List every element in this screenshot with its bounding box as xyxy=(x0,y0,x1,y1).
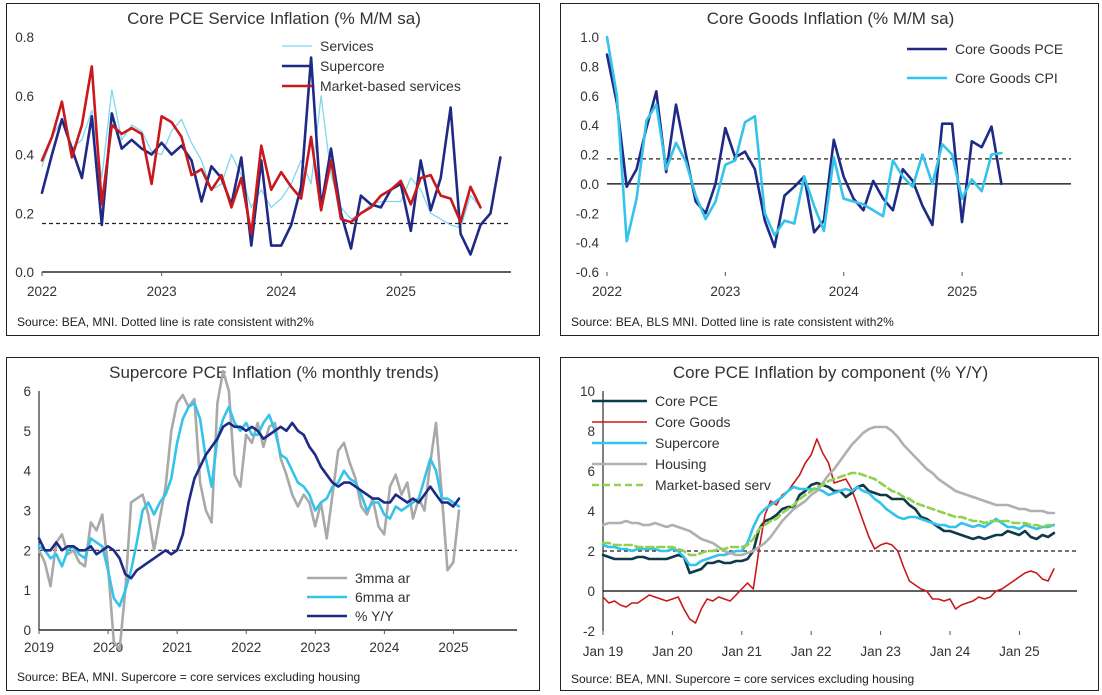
y-tick-label: 6 xyxy=(587,464,595,479)
x-tick-label: 2024 xyxy=(369,640,400,655)
y-tick-label: 0.0 xyxy=(15,265,34,280)
y-tick-label: -0.6 xyxy=(576,265,599,280)
chart-panel-services: Core PCE Service Inflation (% M/M sa) 0.0… xyxy=(6,3,540,336)
y-tick-label: 10 xyxy=(580,384,595,399)
y-tick-label: 0.6 xyxy=(580,89,599,104)
series-line--y-y xyxy=(37,421,461,580)
y-tick-label: -0.4 xyxy=(576,236,600,251)
y-tick-label: 5 xyxy=(23,424,31,439)
x-tick-label: 2025 xyxy=(438,640,468,655)
series-line-market-based-serv xyxy=(601,471,1056,557)
source-note: Source: BEA, BLS MNI. Dotted line is rat… xyxy=(571,315,894,329)
chart-title: Core Goods Inflation (% M/M sa) xyxy=(707,9,955,28)
y-tick-label: 3 xyxy=(23,504,31,519)
y-tick-label: 0 xyxy=(23,623,31,638)
y-tick-label: 0.4 xyxy=(580,118,599,133)
y-tick-label: 2 xyxy=(587,544,595,559)
series-line-core-goods-pce xyxy=(605,53,1003,249)
y-tick-label: -0.2 xyxy=(576,206,599,221)
legend-label: Core Goods CPI xyxy=(955,70,1058,86)
y-tick-label: 8 xyxy=(587,424,595,439)
series-line-services xyxy=(41,89,482,229)
legend-label: Housing xyxy=(655,456,706,472)
x-tick-label: 2025 xyxy=(386,284,416,299)
series-line-supercore xyxy=(601,485,1056,567)
y-tick-label: -2 xyxy=(583,624,595,639)
x-tick-label: Jan 20 xyxy=(652,644,693,659)
x-tick-label: 2023 xyxy=(710,284,740,299)
x-tick-label: 2025 xyxy=(947,284,977,299)
x-tick-label: 2021 xyxy=(162,640,192,655)
x-tick-label: Jan 25 xyxy=(999,644,1040,659)
x-tick-label: Jan 24 xyxy=(930,644,971,659)
x-tick-label: 2022 xyxy=(27,284,57,299)
legend-label: 6mma ar xyxy=(355,589,411,605)
chart-title: Core PCE Inflation by component (% Y/Y) xyxy=(673,363,988,382)
x-tick-label: Jan 22 xyxy=(791,644,832,659)
series-line-3mma-ar xyxy=(37,369,461,652)
chart-title: Supercore PCE Inflation (% monthly trend… xyxy=(109,363,439,382)
legend-label: Supercore xyxy=(320,58,385,74)
x-tick-label: Jan 19 xyxy=(583,644,624,659)
legend-label: Core PCE xyxy=(655,393,718,409)
x-tick-label: 2024 xyxy=(829,284,860,299)
legend-label: % Y/Y xyxy=(355,608,394,624)
chart-panel-supercore: Supercore PCE Inflation (% monthly trend… xyxy=(6,357,540,691)
legend-label: Core Goods PCE xyxy=(955,41,1063,57)
y-tick-label: 4 xyxy=(587,504,595,519)
y-tick-label: 0 xyxy=(587,584,595,599)
chart-goods-svg: Core Goods Inflation (% M/M sa) -0.6 -0.4 -… xyxy=(571,9,1071,329)
series-line-core-pce xyxy=(601,481,1056,575)
series-line-core-goods-cpi xyxy=(605,35,1003,243)
legend-label: 3mma ar xyxy=(355,570,411,586)
chart-title: Core PCE Service Inflation (% M/M sa) xyxy=(127,9,421,28)
chart-panel-components: Core PCE Inflation by component (% Y/Y) -… xyxy=(560,357,1099,691)
legend-label: Market-based services xyxy=(320,78,461,94)
y-tick-label: 0.6 xyxy=(15,89,34,104)
x-tick-label: Jan 23 xyxy=(860,644,901,659)
x-tick-label: 2019 xyxy=(24,640,54,655)
y-tick-label: 0.0 xyxy=(580,177,599,192)
legend-label: Market-based serv xyxy=(655,477,771,493)
x-tick-label: 2022 xyxy=(592,284,622,299)
x-tick-label: 2023 xyxy=(147,284,177,299)
legend-label: Core Goods xyxy=(655,414,730,430)
series-line-core-goods xyxy=(602,438,1055,624)
x-tick-label: 2024 xyxy=(266,284,297,299)
y-tick-label: 0.8 xyxy=(15,30,34,45)
y-tick-label: 0.4 xyxy=(15,148,34,163)
source-note: Source: BEA, MNI. Supercore = core servi… xyxy=(17,670,360,684)
y-tick-label: 0.8 xyxy=(580,59,599,74)
y-tick-label: 0.2 xyxy=(15,206,34,221)
y-tick-label: 6 xyxy=(23,384,31,399)
y-tick-label: 1.0 xyxy=(580,30,599,45)
legend-label: Supercore xyxy=(655,435,720,451)
chart-components-svg: Core PCE Inflation by component (% Y/Y) -… xyxy=(571,363,1077,686)
x-tick-label: Jan 21 xyxy=(722,644,763,659)
y-tick-label: 2 xyxy=(23,543,31,558)
chart-supercore-svg: Supercore PCE Inflation (% monthly trend… xyxy=(17,363,517,684)
legend-label: Services xyxy=(320,38,374,54)
x-tick-label: 2022 xyxy=(231,640,261,655)
x-tick-label: 2023 xyxy=(300,640,330,655)
source-note: Source: BEA, MNI. Supercore = core servi… xyxy=(571,672,914,686)
series-line-market-based-services xyxy=(40,65,482,236)
y-tick-label: 0.2 xyxy=(580,148,599,163)
chart-panel-goods: Core Goods Inflation (% M/M sa) -0.6 -0.4 -… xyxy=(560,3,1099,336)
source-note: Source: BEA, MNI. Dotted line is rate co… xyxy=(17,315,314,329)
series-line-housing xyxy=(601,425,1056,557)
y-tick-label: 4 xyxy=(23,464,31,479)
y-tick-label: 1 xyxy=(23,583,31,598)
chart-services-svg: Core PCE Service Inflation (% M/M sa) 0.0… xyxy=(15,9,511,329)
